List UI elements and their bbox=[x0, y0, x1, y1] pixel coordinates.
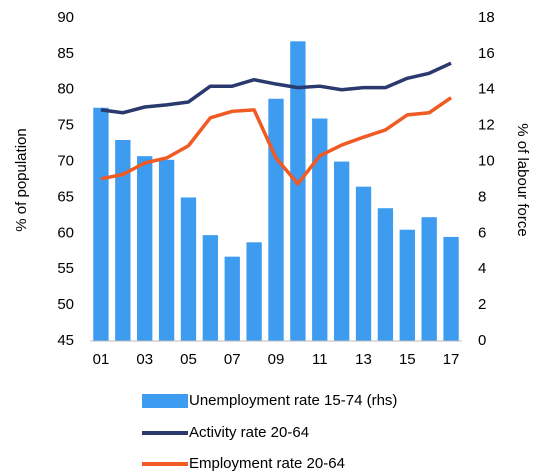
y-tick-label: 65 bbox=[57, 188, 74, 205]
y-axis-title: % of population bbox=[13, 128, 30, 231]
y2-tick-label: 4 bbox=[478, 260, 486, 277]
bar bbox=[93, 107, 109, 341]
y2-tick-label: 2 bbox=[478, 296, 486, 313]
bar bbox=[333, 161, 350, 341]
x-tick-label: 01 bbox=[93, 351, 110, 368]
bar bbox=[202, 235, 219, 341]
bar bbox=[137, 156, 153, 341]
bar bbox=[224, 256, 240, 341]
bar bbox=[158, 159, 175, 341]
y-tick-label: 90 bbox=[57, 9, 74, 26]
y-tick-label: 55 bbox=[57, 260, 74, 277]
x-tick-label: 03 bbox=[136, 351, 153, 368]
y2-tick-label: 14 bbox=[478, 81, 495, 98]
y2-tick-label: 8 bbox=[478, 188, 486, 205]
y2-axis-title: % of labour force bbox=[514, 123, 531, 236]
x-tick-label: 07 bbox=[224, 351, 241, 368]
y-tick-label: 75 bbox=[57, 117, 74, 134]
y-tick-label: 70 bbox=[57, 153, 74, 170]
y-tick-label: 80 bbox=[57, 81, 74, 98]
x-tick-label: 17 bbox=[443, 351, 460, 368]
y2-tick-label: 18 bbox=[478, 9, 495, 26]
x-tick-label: 09 bbox=[268, 351, 285, 368]
bar bbox=[290, 41, 306, 341]
x-tick-label: 05 bbox=[180, 351, 197, 368]
y2-tick-label: 10 bbox=[478, 153, 495, 170]
bar bbox=[421, 217, 437, 341]
legend-label: Unemployment rate 15-74 (rhs) bbox=[189, 392, 397, 409]
x-tick-label: 13 bbox=[355, 351, 372, 368]
y-tick-label: 60 bbox=[57, 224, 74, 241]
legend-label: Activity rate 20-64 bbox=[189, 424, 309, 441]
x-tick-label: 15 bbox=[399, 351, 416, 368]
line bbox=[100, 96, 453, 186]
bar bbox=[377, 208, 394, 341]
y2-tick-label: 12 bbox=[478, 117, 495, 134]
legend-swatch bbox=[142, 394, 188, 408]
y2-tick-label: 0 bbox=[478, 332, 486, 349]
legend-label: Employment rate 20-64 bbox=[189, 455, 345, 472]
line bbox=[100, 61, 452, 115]
x-tick-label: 11 bbox=[312, 351, 328, 368]
y-tick-label: 85 bbox=[57, 45, 74, 62]
bar bbox=[312, 118, 328, 341]
bar bbox=[399, 229, 415, 341]
bar bbox=[180, 197, 197, 341]
y-tick-label: 50 bbox=[57, 296, 74, 313]
y2-tick-label: 6 bbox=[478, 224, 486, 241]
bar bbox=[268, 98, 284, 341]
bar bbox=[115, 140, 131, 341]
y-tick-label: 45 bbox=[57, 332, 74, 349]
y2-tick-label: 16 bbox=[478, 45, 495, 62]
bar bbox=[443, 236, 459, 341]
bar bbox=[246, 242, 262, 341]
bar bbox=[355, 186, 372, 341]
